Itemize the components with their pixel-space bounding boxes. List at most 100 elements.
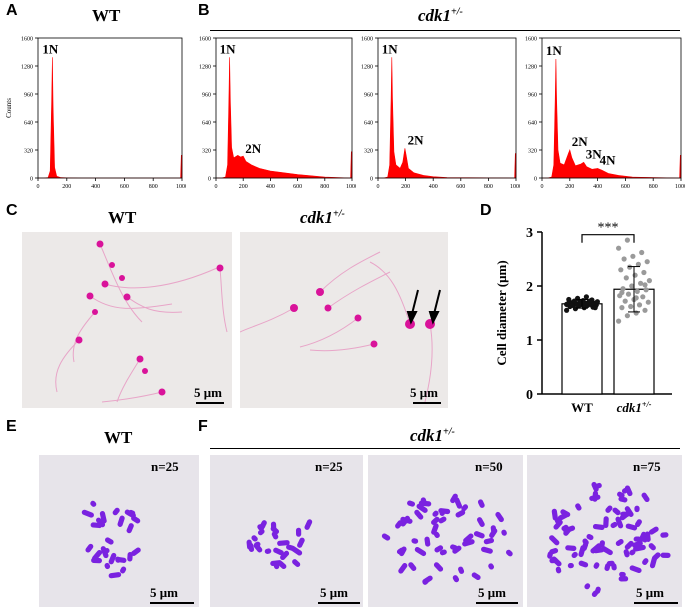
chromosome <box>610 521 618 529</box>
peak-label: 2N <box>408 132 425 147</box>
x-tick-label: 1000 <box>176 184 186 190</box>
x-tick-label: 1000 <box>675 184 685 190</box>
histogram-series <box>216 57 353 179</box>
x-tick-label: 400 <box>266 184 275 190</box>
x-tick-label: 200 <box>239 184 248 190</box>
y-axis-label: Cell diameter (μm) <box>494 260 509 365</box>
y-tick-label: 640 <box>364 121 373 127</box>
y-tick-label: 640 <box>24 121 33 127</box>
chromosome <box>553 519 563 530</box>
chromosome <box>463 533 474 544</box>
chromosome <box>246 539 253 550</box>
y-tick-label: 1280 <box>361 65 373 71</box>
chromosome <box>286 544 296 551</box>
bar-chart-d: 0 1 2 3 Cell diameter (μm) WT cdk1+/- *** <box>494 221 672 415</box>
chromosome <box>549 535 560 546</box>
chromosome <box>589 494 601 501</box>
plot-frame <box>215 37 353 179</box>
chromosome <box>481 546 493 554</box>
panel-b-gene: cdk1 <box>418 6 452 25</box>
data-point <box>622 298 628 304</box>
peak-label: 1N <box>220 41 237 56</box>
scale-bar-f3 <box>634 602 678 604</box>
data-point <box>616 245 622 251</box>
chromosome <box>108 572 122 579</box>
chromosome <box>104 562 111 570</box>
y-tick-label: 1600 <box>199 37 211 43</box>
x-category-name: cdk1 <box>617 400 642 415</box>
peak-label: 1N <box>42 41 59 56</box>
chromosome <box>618 496 628 503</box>
n-label-f2: n=50 <box>475 459 503 474</box>
data-point <box>630 253 636 259</box>
chromosome <box>567 562 574 569</box>
chromosome <box>399 546 407 557</box>
y-axis-label: Counts <box>5 98 13 118</box>
chromosome <box>431 523 439 535</box>
chromosome <box>563 527 572 536</box>
chromosome <box>554 517 561 524</box>
chromosome <box>601 545 613 556</box>
chromosome <box>578 545 586 558</box>
chromosome <box>593 562 600 569</box>
data-point <box>587 298 593 304</box>
arrows-mut <box>406 289 441 325</box>
chromosome <box>434 545 444 553</box>
scale-label-f1: 5 μm <box>320 585 348 600</box>
data-point <box>641 269 647 276</box>
n-label-e: n=25 <box>151 459 179 474</box>
chromosome <box>586 534 594 541</box>
peak-label: 3N <box>586 146 603 161</box>
data-point <box>644 259 650 265</box>
chromosome <box>108 552 117 565</box>
chromosome <box>623 549 630 558</box>
chromosome <box>400 515 411 527</box>
y-tick-label: 1600 <box>361 37 373 43</box>
chromosome <box>422 578 429 585</box>
chromosome <box>611 563 617 571</box>
chromosome <box>304 519 313 530</box>
peak-label: 2N <box>572 134 589 149</box>
data-point <box>583 294 589 300</box>
chromosome <box>629 549 636 556</box>
data-point <box>628 303 634 310</box>
chromosome <box>257 524 264 530</box>
panel-b-title: cdk1+/- <box>418 6 463 26</box>
chromosome <box>642 558 649 566</box>
data-point <box>575 295 581 301</box>
y-tick-label: 320 <box>24 149 33 155</box>
sperm-heads-mut <box>290 288 435 348</box>
y-tick-label: 960 <box>202 93 211 99</box>
chromosome <box>102 548 110 555</box>
chromosome <box>617 491 625 499</box>
chromosome <box>632 540 643 548</box>
chromosome <box>594 482 602 489</box>
data-point <box>621 256 627 262</box>
chromosome <box>257 528 265 536</box>
panel-e-letter: E <box>6 418 17 435</box>
data-point <box>645 299 651 305</box>
peak-label: 2N <box>245 141 262 156</box>
data-point <box>578 300 584 306</box>
x-tick-label: 600 <box>120 184 129 190</box>
chromosome <box>295 527 302 537</box>
scale-label-e: 5 μm <box>150 585 178 600</box>
chromosome <box>251 535 258 542</box>
x-category-name: WT <box>571 400 593 415</box>
chromosome <box>652 552 661 561</box>
x-tick-label: 0 <box>37 184 40 190</box>
data-point <box>642 307 648 313</box>
x-tick-label: 0 <box>377 184 380 190</box>
scale-bar-c-mut <box>413 402 441 404</box>
chromosome <box>461 504 469 512</box>
chromosome <box>414 546 427 557</box>
chromosome <box>621 487 629 494</box>
chromosome <box>571 551 578 559</box>
chromosome <box>619 571 626 578</box>
chromosomes-f3 <box>547 481 671 598</box>
data-point <box>566 296 572 303</box>
chromosome <box>501 529 507 536</box>
y-tick-label: 960 <box>528 93 537 99</box>
x-tick-label: 400 <box>91 184 100 190</box>
chromosome <box>473 531 485 539</box>
